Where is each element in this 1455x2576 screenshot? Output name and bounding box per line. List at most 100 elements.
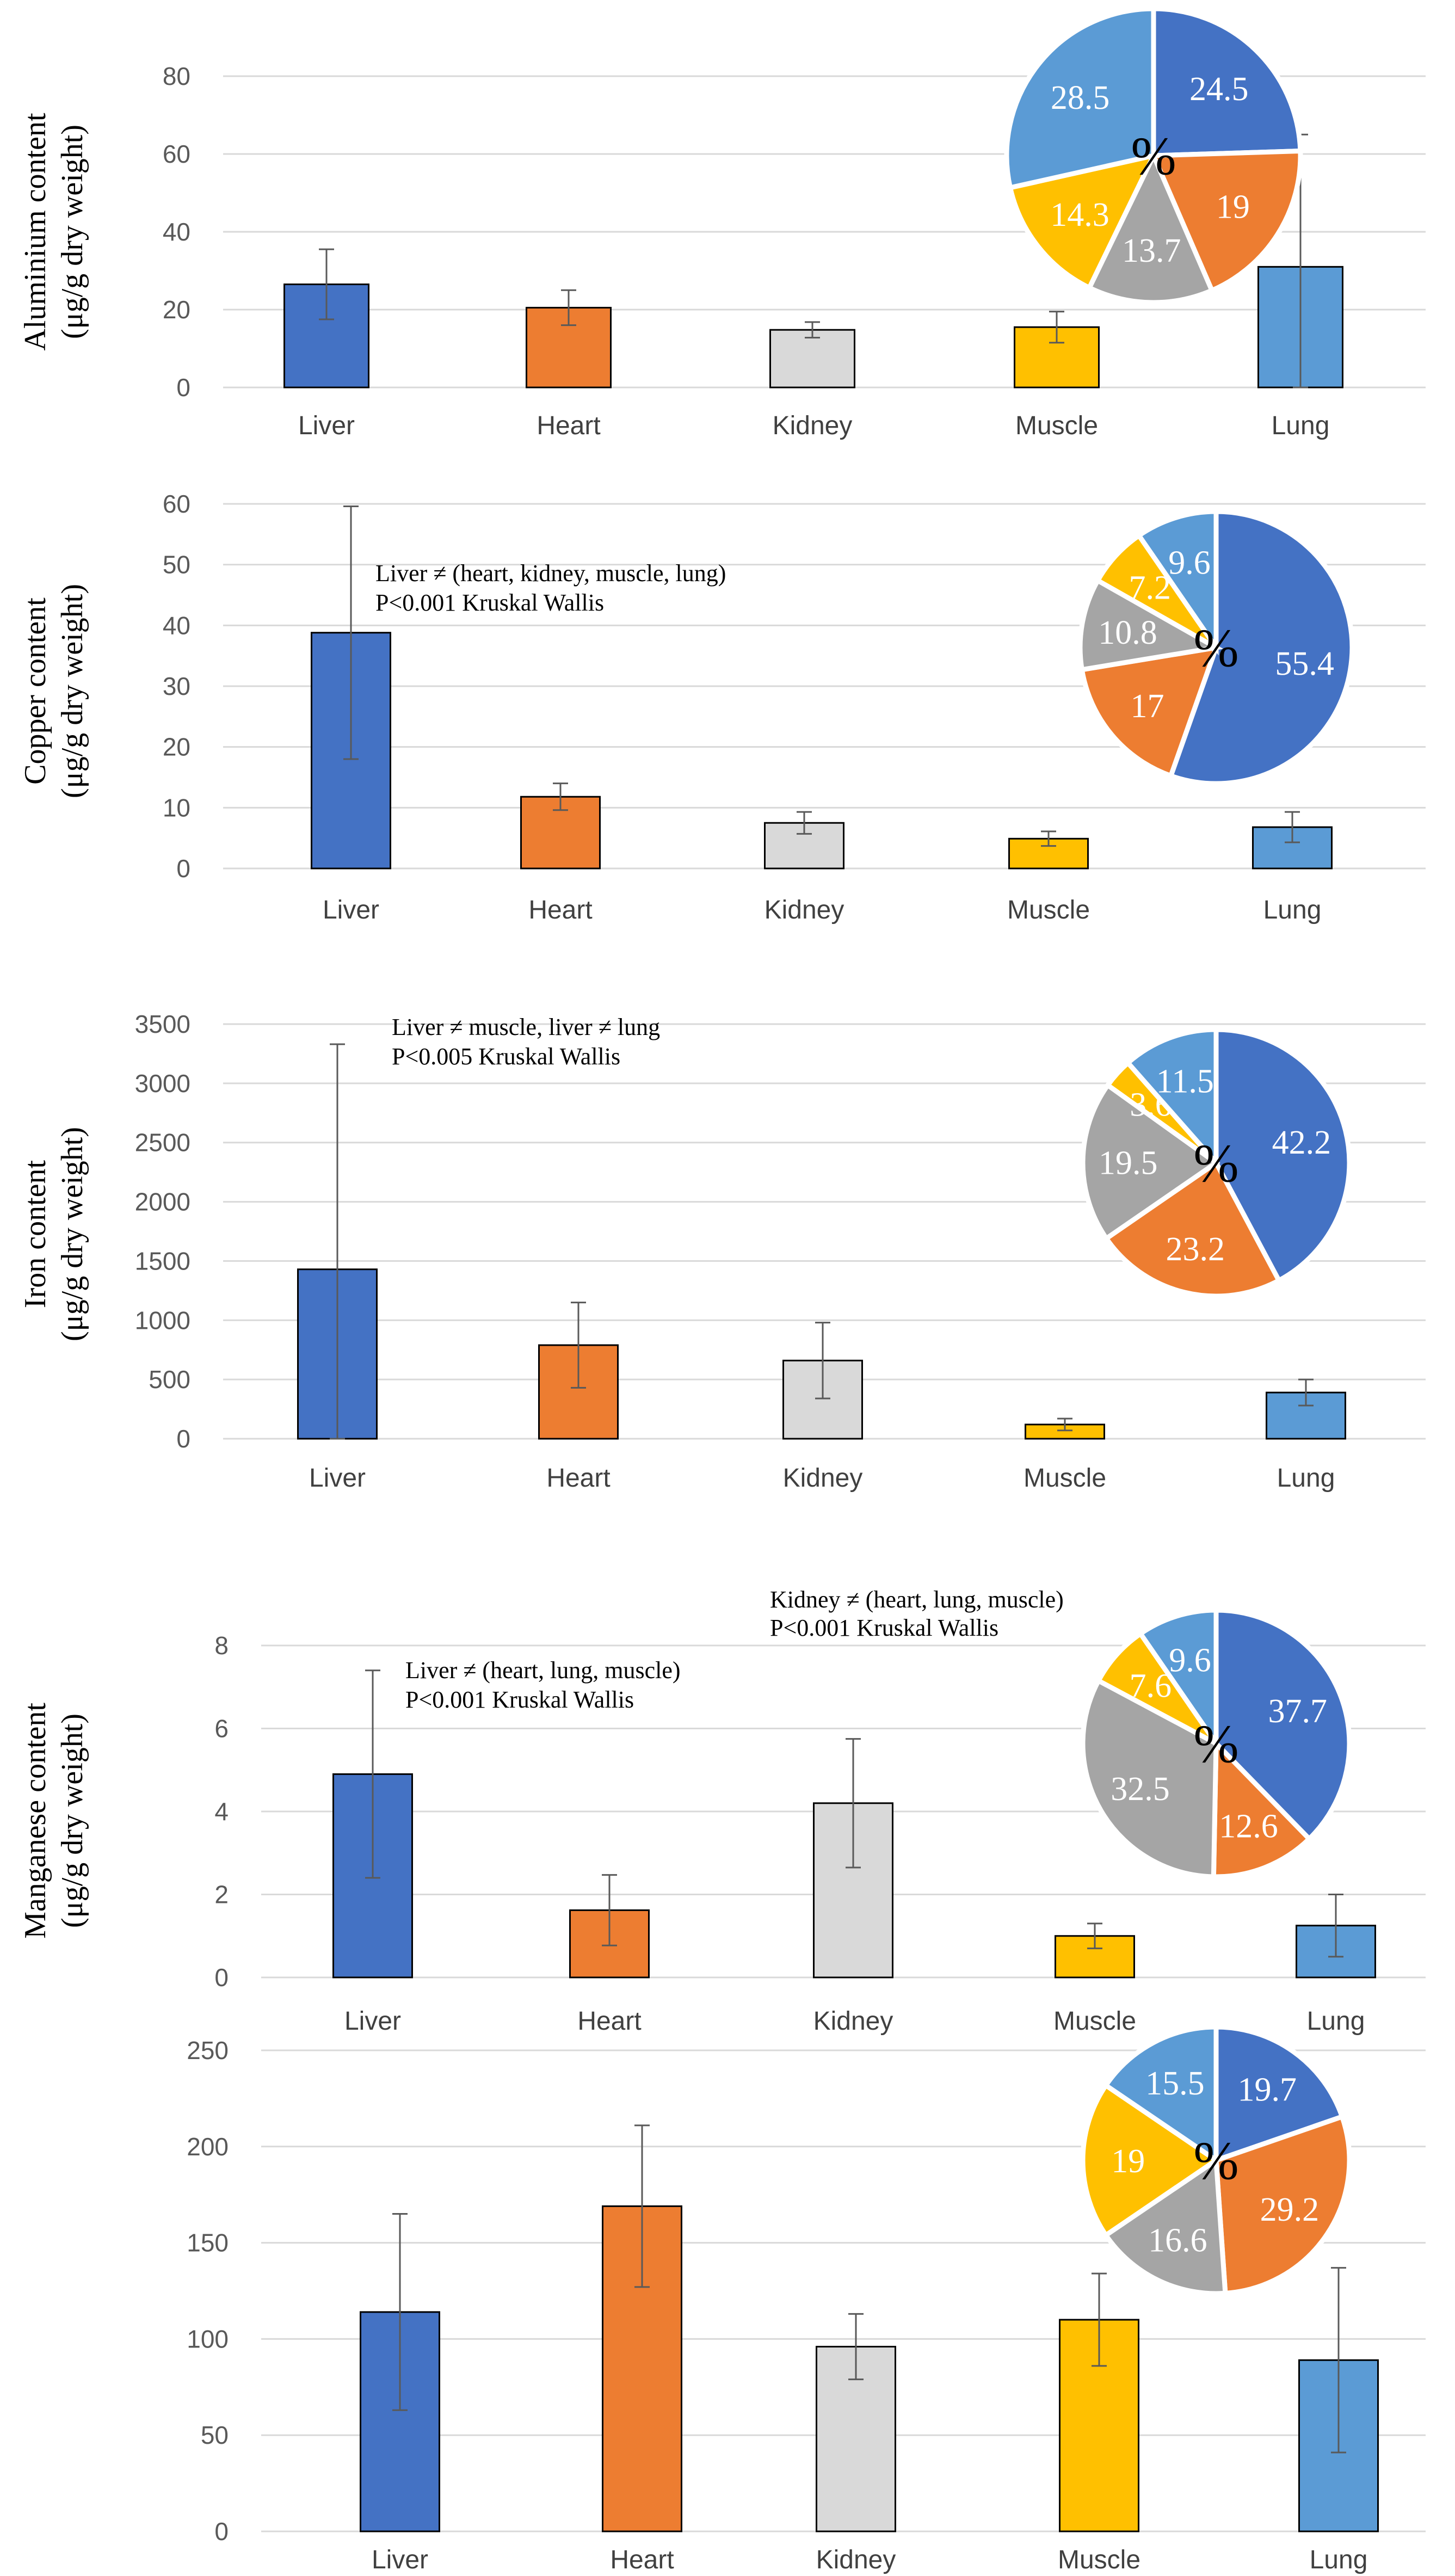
error-bar (553, 782, 568, 811)
y-tick-label: 0 (176, 373, 190, 402)
pie-slice-label: 55.4 (1275, 645, 1334, 682)
error-bar (805, 321, 820, 338)
pie-slice-heart (1079, 644, 1220, 779)
pie-slice-label: 19 (1111, 2143, 1145, 2180)
pie-slice-label: 13.7 (1122, 232, 1181, 269)
pie-chart: 24.5 19 13.7 14.3 28.5% (1004, 6, 1303, 305)
y-tick-label: 6 (214, 1715, 229, 1743)
pie-percent-symbol: % (1193, 2130, 1238, 2191)
pie-slice-label: 42.2 (1272, 1124, 1331, 1161)
x-tick-label: Lung (1307, 2007, 1365, 2036)
panel-3: 0 500 1000 1500 2000 2500 3000 3500 Liver Heart Ki… (19, 1010, 1426, 1493)
pie-slice-label: 17 (1131, 688, 1164, 725)
pie-slice-kidney (1086, 150, 1216, 305)
error-bar (1049, 311, 1064, 344)
annotation-text: P<0.001 Kruskal Wallis (375, 589, 604, 616)
pie-slice-heart (1211, 1737, 1313, 1879)
pie-slice-muscle (1007, 152, 1158, 291)
y-axis-label: (μg/g dry weight) (56, 1127, 89, 1341)
error-bar (330, 1043, 345, 1440)
pie-percent-symbol: % (1131, 126, 1176, 186)
y-tick-label: 0 (214, 2517, 229, 2546)
panel-4: 0 2 4 6 8 Liver Heart Kidney Muscle Lung Manganese… (19, 1586, 1426, 2036)
x-tick-label: Lung (1263, 896, 1322, 925)
x-tick-label: Kidney (816, 2546, 896, 2574)
error-bar (846, 1738, 861, 1869)
pie-slice-lung (1137, 1607, 1219, 1752)
pie-slice-kidney (1102, 2155, 1228, 2296)
error-bar (1328, 1894, 1343, 1958)
x-tick-label: Heart (577, 2007, 641, 2036)
x-tick-label: Liver (323, 896, 379, 925)
y-tick-label: 10 (163, 793, 190, 822)
annotation-text: P<0.001 Kruskal Wallis (770, 1614, 998, 1641)
y-tick-label: 2 (214, 1881, 229, 1909)
pie-slice-liver (1213, 1027, 1352, 1284)
error-bar (1092, 2272, 1107, 2367)
pie-slice-label: 7.6 (1130, 1667, 1172, 1704)
pie-percent-symbol: % (1193, 1133, 1238, 1193)
y-axis-label: Iron content (19, 1160, 52, 1308)
pie-slice-kidney (1077, 577, 1224, 673)
pie-slice-lung (1135, 509, 1219, 656)
y-tick-label: 8 (214, 1631, 229, 1660)
y-tick-label: 200 (187, 2133, 229, 2161)
y-tick-label: 0 (214, 1963, 229, 1992)
pie-slice-label: 19 (1216, 189, 1250, 226)
panel-2: 0 10 20 30 40 50 60 Liver Heart Kidney Muscle Lung C… (19, 490, 1426, 925)
pie-slice-label: 12.6 (1219, 1808, 1278, 1845)
pie-slice-kidney (1080, 1081, 1220, 1242)
pie-chart: 19.7 29.2 16.6 19 15.5% (1080, 2024, 1352, 2296)
pie-slice-label: 24.5 (1189, 71, 1249, 108)
error-bar (392, 2213, 408, 2411)
pie-chart: 37.7 12.6 32.5 7.69.6% (1080, 1607, 1352, 1879)
y-tick-label: 3000 (135, 1069, 190, 1098)
pie-chart: 42.223.219.53.611.5% (1080, 1027, 1352, 1299)
y-tick-label: 60 (163, 490, 190, 518)
y-tick-label: 60 (163, 140, 190, 168)
pie-slice-label: 37.7 (1268, 1693, 1328, 1730)
panel-5: 0 50 100 150 200 250 Liver Heart Kidney Muscle Lun… (187, 2024, 1426, 2574)
y-tick-label: 50 (163, 551, 190, 579)
error-bar (1298, 1378, 1314, 1407)
annotation-text: Kidney ≠ (heart, lung, muscle) (770, 1586, 1064, 1613)
annotation-text: Liver ≠ (heart, kidney, muscle, lung) (375, 560, 726, 587)
pie-slice-label: 16.6 (1148, 2222, 1207, 2259)
pie-slice-label: 9.6 (1168, 544, 1211, 581)
error-bar (365, 1669, 380, 1879)
x-tick-label: Lung (1272, 411, 1330, 440)
x-tick-label: Lung (1277, 1464, 1335, 1493)
y-axis-label: Copper content (19, 597, 52, 785)
y-axis-label: (μg/g dry weight) (56, 125, 89, 339)
x-tick-label: Muscle (1007, 896, 1090, 925)
y-tick-label: 80 (163, 62, 190, 90)
pie-slice-label: 14.3 (1050, 196, 1109, 233)
y-tick-label: 4 (214, 1797, 229, 1826)
error-bar (634, 2124, 650, 2288)
y-tick-label: 3500 (135, 1010, 190, 1038)
pie-slice-label: 29.2 (1260, 2191, 1320, 2228)
pie-slice-lung (1004, 6, 1156, 191)
x-tick-label: Liver (298, 411, 355, 440)
annotation-text: P<0.001 Kruskal Wallis (405, 1686, 634, 1713)
x-tick-label: Kidney (765, 896, 844, 925)
y-tick-label: 250 (187, 2036, 229, 2065)
y-axis-label: Aluminium content (19, 113, 52, 351)
pie-slice-liver (1151, 6, 1303, 158)
error-bar (848, 2313, 864, 2381)
pie-slice-label: 15.5 (1145, 2065, 1205, 2102)
panel-1: 0 20 40 60 80 Liver Heart Kidney Muscle Lung Alumi… (19, 6, 1426, 440)
annotation-text: Liver ≠ (heart, lung, muscle) (405, 1657, 681, 1684)
y-tick-label: 40 (163, 611, 190, 639)
bar-kidney (769, 329, 855, 389)
x-tick-label: Kidney (773, 411, 853, 440)
error-bar (1331, 2267, 1346, 2454)
x-tick-label: Muscle (1058, 2546, 1140, 2574)
y-tick-label: 50 (201, 2421, 229, 2449)
pie-slice-kidney (1080, 1677, 1219, 1879)
x-tick-label: Heart (528, 896, 592, 925)
pie-slice-label: 9.6 (1169, 1642, 1211, 1679)
pie-slice-label: 32.5 (1111, 1771, 1170, 1808)
